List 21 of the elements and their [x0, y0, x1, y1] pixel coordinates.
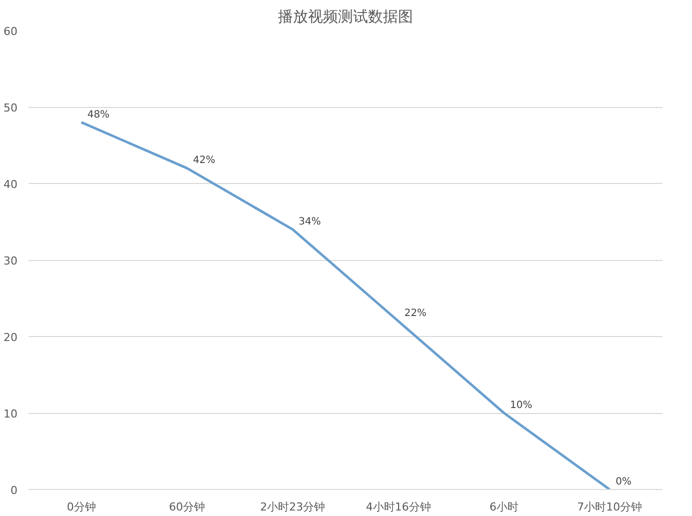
data-label: 34%	[298, 216, 321, 228]
data-label: 22%	[404, 308, 427, 320]
x-tick-label: 7小时10分钟	[577, 500, 642, 514]
line-series	[80, 121, 611, 490]
y-tick-label: 50	[4, 102, 18, 114]
data-label: 0%	[616, 476, 632, 488]
data-label: 48%	[87, 109, 110, 120]
x-tick-label: 2小时23分钟	[260, 500, 326, 514]
y-tick-label: 30	[4, 254, 18, 268]
x-tick-label: 0分钟	[66, 500, 96, 514]
y-tick-label: 40	[4, 178, 18, 191]
y-tick-label: 10	[4, 408, 18, 420]
y-tick-label: 20	[4, 331, 18, 344]
data-label: 10%	[510, 400, 532, 411]
data-label: 42%	[193, 155, 216, 166]
x-tick-label: 6小时	[490, 500, 518, 514]
y-tick-label: 60	[4, 25, 18, 38]
x-tick-label: 4小时16分钟	[366, 500, 431, 514]
chart-title: 播放视频测试数据图	[278, 8, 413, 26]
y-tick-label: 0	[10, 484, 18, 497]
x-tick-label: 60分钟	[169, 500, 205, 514]
